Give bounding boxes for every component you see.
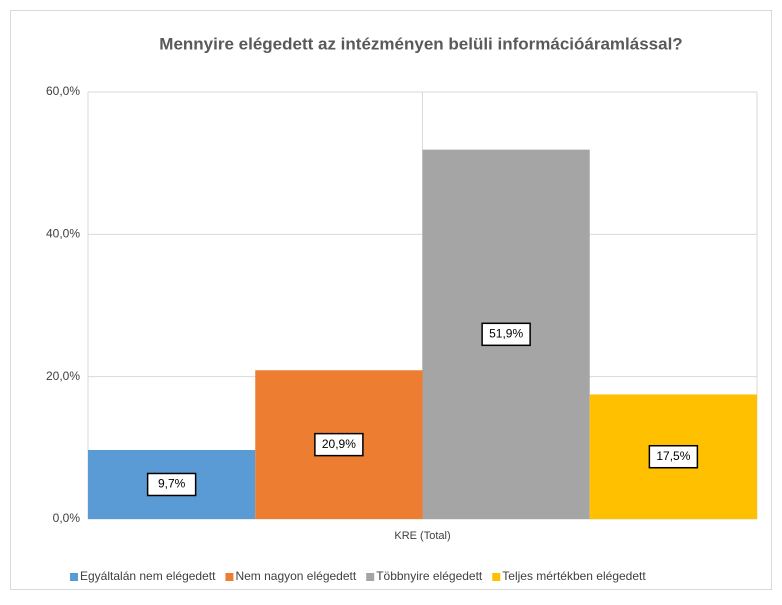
- legend-label: Nem nagyon elégedett: [235, 569, 356, 583]
- y-tick-label: 0,0%: [53, 511, 81, 525]
- legend-label: Egyáltalán nem elégedett: [80, 569, 216, 583]
- legend-swatch: [492, 573, 501, 581]
- chart-title: Mennyire elégedett az intézményen belüli…: [159, 34, 682, 53]
- legend-swatch: [225, 573, 234, 581]
- x-tick-label: KRE (Total): [394, 530, 450, 542]
- data-label: 9,7%: [158, 477, 186, 491]
- data-label: 20,9%: [322, 437, 356, 451]
- y-tick-label: 20,0%: [46, 369, 80, 383]
- data-label-box: [648, 444, 699, 469]
- y-tick-label: 40,0%: [46, 227, 80, 241]
- legend-swatch: [70, 573, 78, 581]
- legend-label: Teljes mértékben elégedett: [502, 569, 646, 583]
- legend-swatch: [366, 573, 375, 581]
- y-tick-label: 60,0%: [46, 84, 80, 98]
- data-label: 17,5%: [656, 449, 690, 463]
- data-label-box: [481, 322, 531, 347]
- data-label-box: [146, 472, 197, 497]
- data-label: 51,9%: [489, 326, 523, 340]
- legend-label: Többnyire elégedett: [376, 569, 483, 583]
- data-label-box: [314, 432, 364, 457]
